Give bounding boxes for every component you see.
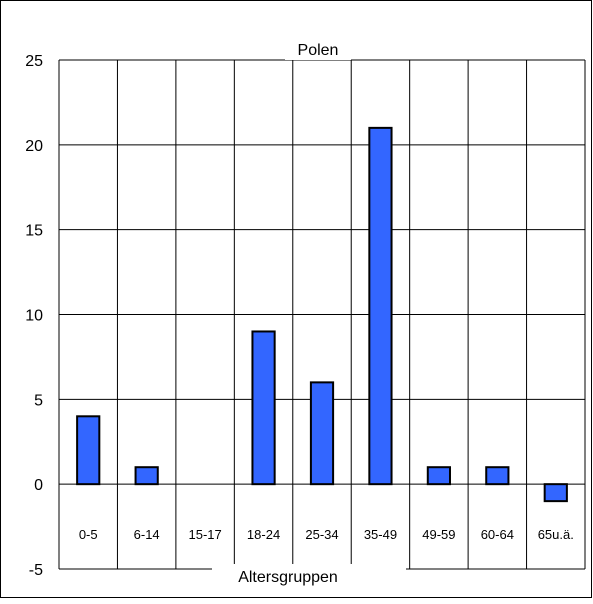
chart-title: Polen bbox=[298, 42, 339, 59]
x-tick-label-background bbox=[528, 525, 583, 546]
x-tick-label-background bbox=[411, 525, 467, 546]
bars bbox=[76, 126, 568, 503]
x-tick-label-background bbox=[61, 525, 116, 546]
x-tick-label-65u.ä.: 65u.ä. bbox=[538, 527, 574, 542]
x-axis-label: Altersgruppen bbox=[238, 569, 338, 586]
x-tick-label-background bbox=[177, 525, 233, 546]
x-tick-label-15-17: 15-17 bbox=[188, 527, 221, 542]
bar-65u.ä. bbox=[543, 483, 568, 503]
x-tick-label-60-64: 60-64 bbox=[481, 527, 514, 542]
bar-49-59 bbox=[426, 466, 451, 486]
x-tick-label-background bbox=[353, 525, 408, 546]
bar-35-49 bbox=[368, 126, 393, 486]
y-tick-label: 15 bbox=[25, 223, 43, 240]
bar-6-14 bbox=[134, 466, 159, 486]
x-tick-label-49-59: 49-59 bbox=[422, 527, 455, 542]
y-tick-label: 10 bbox=[25, 308, 43, 325]
x-tick-label-25-34: 25-34 bbox=[305, 527, 338, 542]
x-tick-label-18-24: 18-24 bbox=[247, 527, 280, 542]
grid bbox=[58, 59, 586, 570]
y-tick-label: 25 bbox=[25, 53, 43, 70]
y-axis-ticks: -5 0 5 10 15 20 25 bbox=[25, 53, 43, 579]
chart-title-background bbox=[285, 38, 351, 60]
x-tick-label-0-5: 0-5 bbox=[79, 527, 98, 542]
bar-25-34 bbox=[309, 381, 335, 486]
bar-60-64 bbox=[485, 466, 510, 486]
x-axis-ticks: 0-5 6-14 15-17 18-24 25-34 35-49 49-59 60-64 65u… bbox=[61, 525, 583, 546]
x-tick-label-background bbox=[470, 525, 525, 546]
y-tick-label: 20 bbox=[25, 138, 43, 155]
y-tick-label: 5 bbox=[34, 392, 43, 409]
x-tick-label-background bbox=[236, 525, 291, 546]
x-tick-label-35-49: 35-49 bbox=[364, 527, 397, 542]
x-tick-label-6-14: 6-14 bbox=[134, 527, 160, 542]
bar-0-5 bbox=[76, 415, 101, 486]
y-tick-label: 0 bbox=[34, 477, 43, 494]
y-tick-label: -5 bbox=[29, 562, 43, 579]
x-axis-label-background bbox=[212, 564, 406, 590]
bar-18-24 bbox=[251, 330, 276, 486]
x-tick-label-background bbox=[119, 525, 174, 546]
x-tick-label-background bbox=[294, 525, 350, 546]
